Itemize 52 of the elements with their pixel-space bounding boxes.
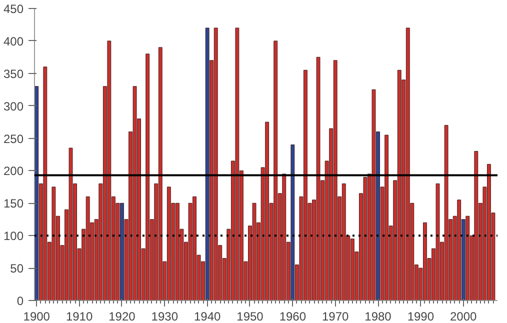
y-tick-label: 400 [3, 34, 24, 48]
x-tick-label: 1940 [194, 310, 221, 323]
bar [444, 125, 448, 300]
x-tick-label: 1910 [66, 310, 93, 323]
bar [146, 54, 150, 300]
bar [158, 47, 162, 300]
bar [406, 28, 410, 300]
y-tick-label: 100 [3, 229, 24, 244]
x-tick-label: 1960 [279, 310, 306, 323]
bar [436, 183, 440, 300]
bar [372, 89, 376, 300]
bar [342, 183, 346, 300]
bar [86, 196, 90, 300]
x-tick-label: 1950 [236, 310, 264, 323]
y-tick-label: 300 [3, 99, 24, 114]
y-tick-label: 200 [3, 164, 24, 178]
bar [274, 40, 278, 300]
bar [363, 176, 368, 300]
x-tick-label: 1900 [23, 310, 50, 323]
y-tick-label: 0 [16, 294, 24, 308]
bar [214, 28, 218, 300]
y-tick-label: 250 [3, 132, 24, 146]
bar [466, 216, 470, 300]
bar [68, 148, 73, 300]
x-tick-label: 1990 [407, 310, 434, 323]
x-tick-label: 2000 [450, 310, 478, 323]
bar [107, 40, 112, 300]
bar [290, 144, 295, 300]
bar [132, 86, 137, 300]
y-tick-label: 150 [3, 196, 24, 211]
bar [252, 202, 256, 300]
bar [166, 186, 171, 300]
bar [316, 56, 320, 300]
x-tick-label: 1930 [151, 310, 178, 323]
bar [282, 174, 286, 300]
bar [43, 66, 48, 300]
y-tick-label: 450 [3, 2, 24, 16]
y-tick-label: 50 [10, 262, 24, 276]
x-tick-label: 1970 [322, 310, 350, 323]
bar [384, 134, 389, 300]
y-tick-label: 350 [3, 66, 24, 81]
bar [235, 28, 240, 300]
bar [474, 151, 478, 300]
bar [52, 186, 56, 300]
bar [265, 122, 270, 300]
bar [457, 200, 462, 300]
x-tick-label: 1920 [108, 310, 136, 323]
bar [350, 238, 354, 300]
x-tick-label: 1980 [364, 310, 392, 323]
bar [397, 70, 402, 300]
bar [333, 60, 338, 300]
bar [205, 28, 210, 300]
